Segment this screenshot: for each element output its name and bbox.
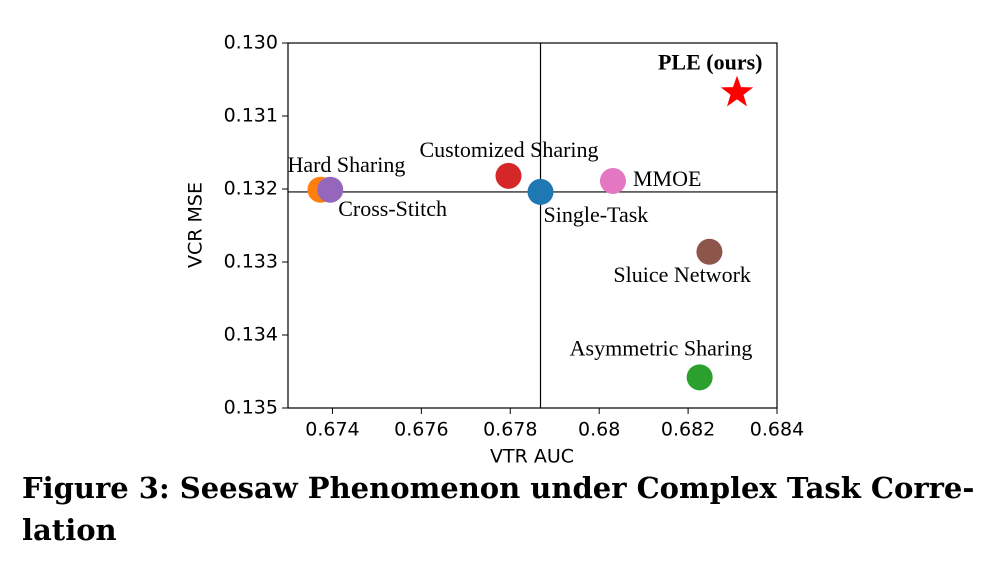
- x-tick-label: 0.68: [578, 419, 620, 441]
- y-axis-label: VCR MSE: [185, 182, 207, 268]
- point: [696, 238, 723, 265]
- y-tick-label: 0.130: [224, 32, 278, 54]
- caption-line: Figure 3: Seesaw Phenomenon under Comple…: [22, 471, 974, 505]
- point-label: MMOE: [633, 166, 701, 191]
- x-tick-label: 0.682: [661, 419, 715, 441]
- point: [686, 364, 713, 391]
- x-tick-label: 0.674: [305, 419, 359, 441]
- y-tick-label: 0.131: [224, 105, 278, 127]
- point-label: Single-Task: [544, 202, 649, 227]
- point-label: PLE (ours): [658, 50, 763, 75]
- x-tick-label: 0.678: [483, 419, 537, 441]
- x-tick-label: 0.676: [394, 419, 448, 441]
- plot-frame: [287, 42, 778, 409]
- point-label: Cross-Stitch: [338, 196, 447, 221]
- y-tick-label: 0.132: [224, 178, 278, 200]
- point-label: Sluice Network: [613, 262, 750, 287]
- caption-line: lation: [22, 513, 117, 547]
- point-label: Hard Sharing: [287, 152, 405, 177]
- x-tick-label: 0.684: [750, 419, 804, 441]
- point: [495, 162, 522, 189]
- x-axis-label: VTR AUC: [490, 446, 574, 468]
- point: [317, 176, 344, 203]
- point: [599, 167, 626, 194]
- star-point: [720, 75, 754, 107]
- y-tick-label: 0.135: [224, 397, 278, 419]
- point: [527, 178, 554, 205]
- point-label: Asymmetric Sharing: [570, 335, 753, 360]
- y-tick-label: 0.134: [224, 324, 278, 346]
- point-label: Customized Sharing: [419, 137, 598, 162]
- y-tick-label: 0.133: [224, 251, 278, 273]
